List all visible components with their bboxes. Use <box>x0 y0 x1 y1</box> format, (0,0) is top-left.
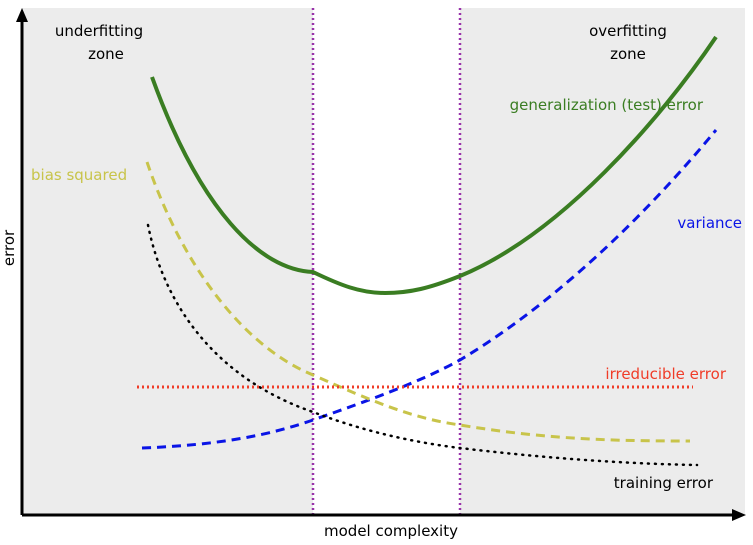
underfitting-label-line2: zone <box>88 45 124 63</box>
overfitting-label-line2: zone <box>610 45 646 63</box>
generalization-error-curve <box>150 35 718 296</box>
bias-squared-curve <box>145 161 691 443</box>
bias-squared-label: bias squared <box>31 166 127 184</box>
x-axis-label: model complexity <box>324 522 458 540</box>
training-error-label: training error <box>614 474 714 492</box>
overfitting-label-line1: overfitting <box>589 22 667 40</box>
irreducible-error-label: irreducible error <box>605 365 726 383</box>
training-error-curve <box>146 223 699 467</box>
variance-curve <box>141 129 718 450</box>
x-axis-arrow-icon <box>732 509 746 521</box>
variance-label: variance <box>677 214 742 232</box>
underfitting-label-line1: underfitting <box>55 22 143 40</box>
y-axis-label: error <box>0 229 18 266</box>
optimal-zone <box>313 8 460 515</box>
y-axis-arrow-icon <box>16 8 28 22</box>
generalization-error-label: generalization (test) error <box>510 96 704 114</box>
